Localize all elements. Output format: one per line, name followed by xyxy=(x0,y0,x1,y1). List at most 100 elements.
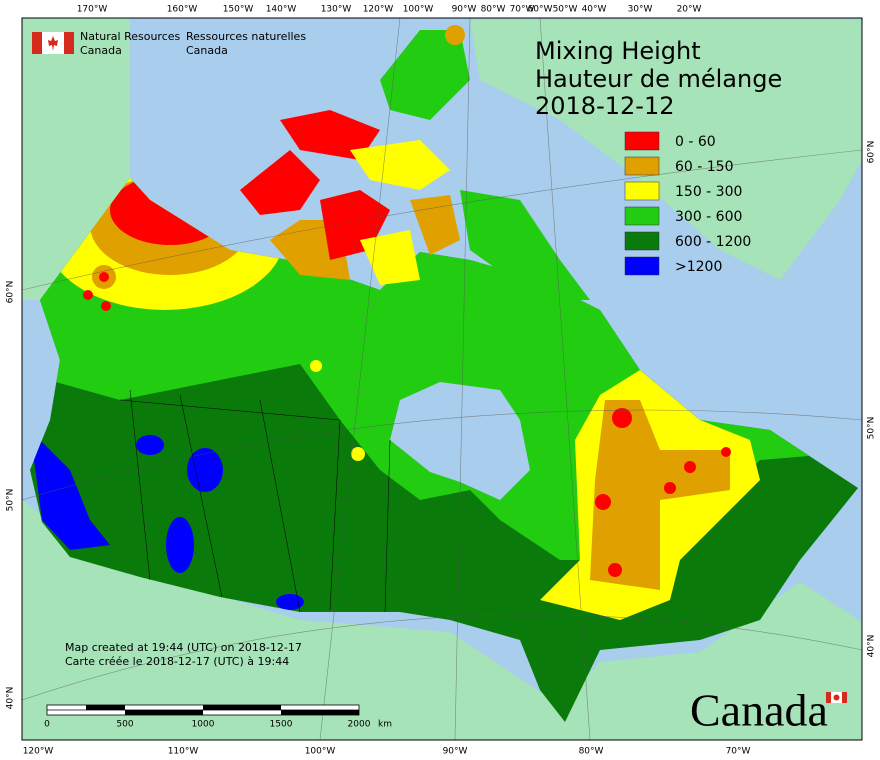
zone-0-60 xyxy=(595,494,611,510)
zone-150-300 xyxy=(351,447,365,461)
credit: Carte créée le 2018-12-17 (UTC) à 19:44 xyxy=(65,655,289,668)
longitude-label: 110°W xyxy=(168,747,199,757)
zone-0-60 xyxy=(101,301,111,311)
longitude-label: 100°W xyxy=(403,5,434,15)
longitude-label: 100°W xyxy=(305,747,336,757)
longitude-label: 20°W xyxy=(677,5,702,15)
longitude-label: 140°W xyxy=(266,5,297,15)
legend-label: 150 - 300 xyxy=(675,184,742,200)
scale-label: 500 xyxy=(116,720,133,730)
title: Hauteur de mélange xyxy=(535,65,782,93)
map-area xyxy=(22,18,862,740)
zone-0-60 xyxy=(99,272,109,282)
scale-bar: 0 500 1000 1500 2000 km xyxy=(44,704,392,730)
longitude-label: 170°W xyxy=(77,5,108,15)
nrcan-logo: Natural Resources Canada Ressources natu… xyxy=(32,30,306,57)
legend-swatch xyxy=(624,181,660,201)
longitude-label: 120°W xyxy=(23,747,54,757)
latitude-label: 60°N xyxy=(6,281,16,304)
scale-label: 1500 xyxy=(270,720,293,730)
zone-150-300 xyxy=(310,360,322,372)
province-borders xyxy=(119,389,391,613)
longitude-label: 70°W xyxy=(726,747,751,757)
latitude-label: 40°N xyxy=(867,635,877,658)
longitude-label: 90°W xyxy=(452,5,477,15)
canada-wordmark: Canada xyxy=(690,685,847,736)
arctic-island xyxy=(280,110,380,160)
greenland xyxy=(470,20,862,280)
zone-0-60 xyxy=(612,408,632,428)
zone-over-1200 xyxy=(187,448,223,492)
flag-bar xyxy=(32,32,42,54)
longitude-label: 120°W xyxy=(363,5,394,15)
zone-60-150 xyxy=(590,400,730,590)
title: Mixing Height xyxy=(535,37,701,65)
hudson-bay xyxy=(390,382,530,500)
ellesmere-island xyxy=(380,30,470,120)
zone-0-60 xyxy=(608,563,622,577)
agency-fr: Canada xyxy=(186,44,228,57)
longitude-label: 80°W xyxy=(481,5,506,15)
legend-label: >1200 xyxy=(675,259,722,275)
graticule xyxy=(22,18,862,740)
scale-bar-segment xyxy=(125,710,203,715)
map-frame xyxy=(21,17,863,741)
maple-leaf xyxy=(833,694,840,701)
legend-swatch xyxy=(624,231,660,251)
legend-label: 600 - 1200 xyxy=(675,234,751,250)
scale-label: 2000 xyxy=(348,720,371,730)
legend: 0 - 60 60 - 150 150 - 300 300 - 600 600 - 12… xyxy=(624,131,751,276)
alaska xyxy=(22,18,130,300)
scale-bar-segment xyxy=(203,705,281,710)
arctic-island xyxy=(445,25,465,45)
agency-en: Canada xyxy=(80,44,122,57)
zone-over-1200 xyxy=(30,430,110,550)
longitude-label: 60°W xyxy=(528,5,553,15)
legend-swatch xyxy=(624,131,660,151)
longitude-label: 160°W xyxy=(167,5,198,15)
zone-over-1200 xyxy=(276,594,304,610)
zone-0-60 xyxy=(721,447,731,457)
legend-label: 300 - 600 xyxy=(675,209,742,225)
longitude-label: 90°W xyxy=(443,747,468,757)
flag-bar xyxy=(64,32,74,54)
longitude-label: 130°W xyxy=(321,5,352,15)
longitude-label: 40°W xyxy=(582,5,607,15)
zone-over-1200 xyxy=(166,517,194,573)
zone-0-60 xyxy=(684,461,696,473)
scale-bar-segment xyxy=(281,710,359,715)
longitude-label: 30°W xyxy=(628,5,653,15)
scale-bar-segment xyxy=(86,705,125,710)
latitude-label: 50°N xyxy=(867,417,877,440)
united-states xyxy=(22,500,862,740)
latitude-label: 60°N xyxy=(867,141,877,164)
wordmark: Canada xyxy=(690,685,828,736)
legend-label: 60 - 150 xyxy=(675,159,734,175)
longitude-label: 70°W xyxy=(510,5,535,15)
zone-0-60 xyxy=(83,290,93,300)
zone-0-60 xyxy=(664,482,676,494)
scale-label: 0 xyxy=(44,720,50,730)
credit: Map created at 19:44 (UTC) on 2018-12-17 xyxy=(65,641,302,654)
arctic-island xyxy=(240,150,320,215)
agency-fr: Ressources naturelles xyxy=(186,30,306,43)
date: 2018-12-12 xyxy=(535,92,674,120)
legend-label: 0 - 60 xyxy=(675,134,716,150)
legend-swatch xyxy=(624,156,660,176)
scale-label: 1000 xyxy=(192,720,215,730)
latitude-label: 50°N xyxy=(6,489,16,512)
legend-swatch xyxy=(624,206,660,226)
flag-bar xyxy=(842,692,847,703)
flag-bar xyxy=(826,692,831,703)
agency-en: Natural Resources xyxy=(80,30,181,43)
longitude-label: 80°W xyxy=(579,747,604,757)
legend-swatch xyxy=(624,256,660,276)
arctic-island xyxy=(350,140,450,190)
zone-over-1200 xyxy=(136,435,164,455)
latitude-label: 40°N xyxy=(6,687,16,710)
scale-unit: km xyxy=(378,720,392,730)
graticule-labels: 170°W 160°W 150°W 140°W 130°W 120°W 100°W 90°W 8… xyxy=(6,5,877,757)
longitude-label: 150°W xyxy=(223,5,254,15)
maple-leaf xyxy=(48,36,58,51)
